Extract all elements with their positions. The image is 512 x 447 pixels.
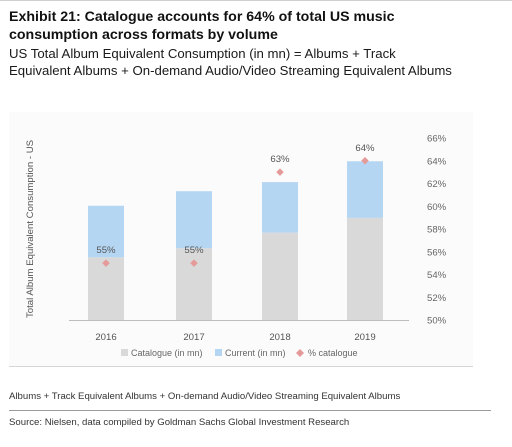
y-axis-title: Total Album Equivalent Consumption - US xyxy=(25,140,36,318)
stacked-bar-chart: Total Album Equivalent Consumption - US 5… xyxy=(25,134,447,359)
exhibit-title: Exhibit 21: Catalogue accounts for 64% o… xyxy=(9,9,395,43)
y2-tick-label: 54% xyxy=(427,270,447,281)
pct-catalogue-marker xyxy=(102,259,110,267)
legend-swatch-current xyxy=(215,349,222,356)
bar-current xyxy=(176,191,212,249)
y2-tick-label: 66% xyxy=(427,134,447,145)
pct-catalogue-marker xyxy=(361,156,369,165)
legend-label-pct-catalogue: % catalogue xyxy=(308,348,358,358)
bar-catalogue xyxy=(88,257,124,320)
x-tick-label: 2019 xyxy=(354,332,375,343)
bar-current xyxy=(347,161,383,218)
y2-tick-label: 60% xyxy=(427,202,447,213)
chart-panel: Total Album Equivalent Consumption - US 5… xyxy=(9,112,473,367)
top-divider xyxy=(0,0,512,1)
x-tick-label: 2018 xyxy=(269,332,290,343)
legend-marker-pct-catalogue xyxy=(296,349,304,357)
legend-label-current: Current (in mn) xyxy=(225,348,286,358)
pct-catalogue-marker xyxy=(276,168,284,176)
bar-current xyxy=(262,182,298,233)
legend-label-catalogue: Catalogue (in mn) xyxy=(131,348,203,358)
bar-catalogue xyxy=(347,217,383,320)
pct-catalogue-label: 63% xyxy=(270,154,290,165)
y2-tick-label: 58% xyxy=(427,225,447,236)
bottom-divider xyxy=(9,410,491,411)
y2-tick-label: 64% xyxy=(427,156,447,167)
chart-footnote: Albums + Track Equivalent Albums + On-de… xyxy=(9,391,401,402)
bar-catalogue xyxy=(176,248,212,320)
bar-current xyxy=(88,205,124,258)
source-note: Source: Nielsen, data compiled by Goldma… xyxy=(9,417,350,428)
x-tick-label: 2016 xyxy=(95,332,116,343)
bar-catalogue xyxy=(262,232,298,320)
legend-swatch-catalogue xyxy=(121,349,128,356)
y2-tick-label: 56% xyxy=(427,247,447,258)
y2-tick-label: 50% xyxy=(427,316,447,327)
x-tick-label: 2017 xyxy=(183,332,204,343)
pct-catalogue-marker xyxy=(190,259,198,267)
pct-catalogue-label: 64% xyxy=(355,143,375,154)
y2-tick-label: 62% xyxy=(427,179,447,190)
pct-catalogue-label: 55% xyxy=(96,245,116,256)
pct-catalogue-label: 55% xyxy=(184,245,204,256)
exhibit-subtitle: US Total Album Equivalent Consumption (i… xyxy=(9,46,452,78)
y2-tick-label: 52% xyxy=(427,293,447,304)
